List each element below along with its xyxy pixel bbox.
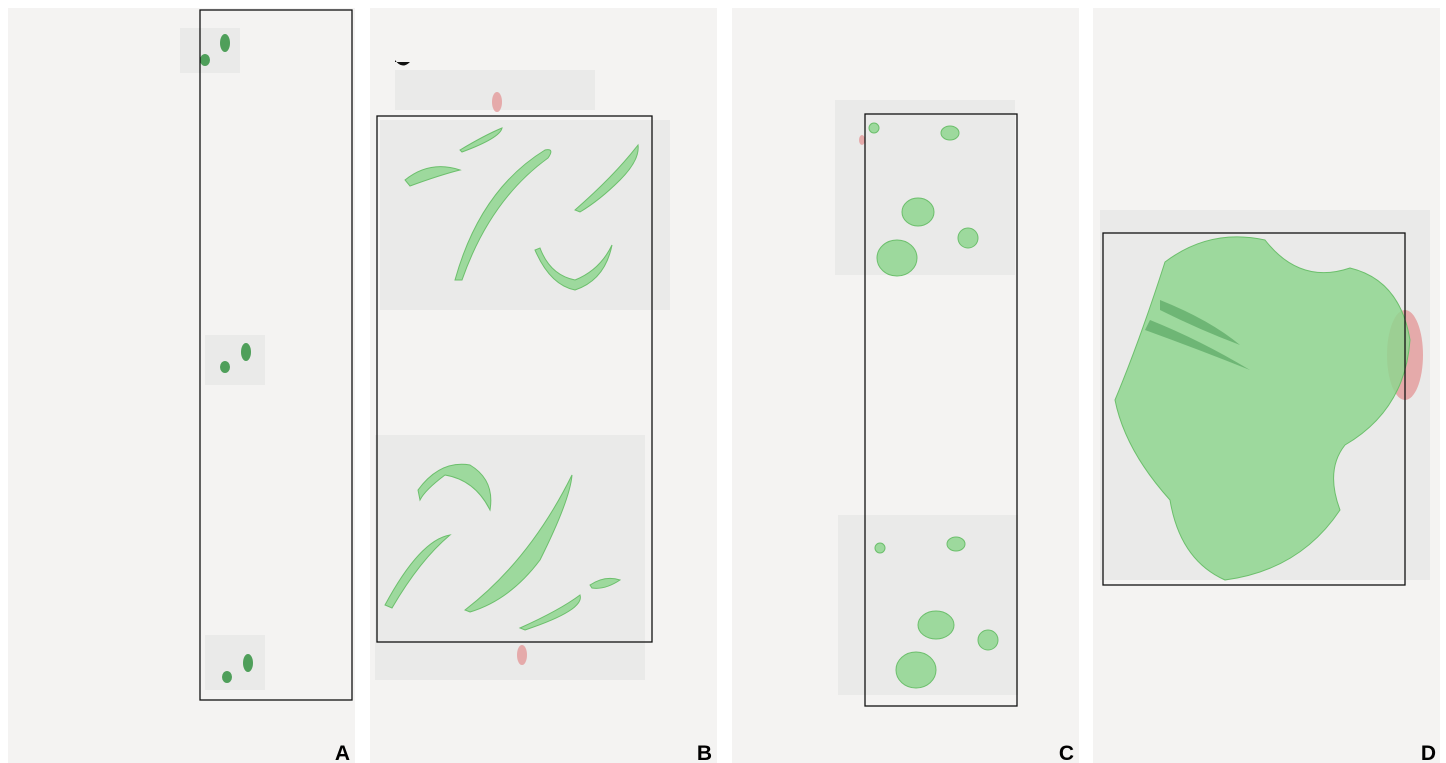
panel-c: C: [732, 8, 1079, 763]
slide-ghost: [375, 435, 645, 680]
tissue: [241, 343, 251, 361]
excluded-region: [492, 92, 502, 112]
tissue: [941, 126, 959, 140]
tissue: [918, 611, 954, 639]
panel-label: A: [335, 742, 350, 763]
panel-label: B: [697, 742, 712, 763]
slide-ghost: [205, 335, 265, 385]
excluded-region: [517, 645, 527, 665]
tissue: [222, 671, 232, 683]
tissue: [902, 198, 934, 226]
tissue: [220, 361, 230, 373]
tissue: [947, 537, 965, 551]
panel-background: [8, 8, 355, 763]
tissue: [877, 240, 917, 276]
tissue: [869, 123, 879, 133]
figure: A B C: [0, 0, 1446, 763]
tissue: [200, 54, 210, 66]
panel-label: D: [1421, 742, 1436, 763]
tissue: [896, 652, 936, 688]
slide-ghost: [180, 28, 240, 73]
excluded-region: [859, 135, 865, 145]
tissue: [958, 228, 978, 248]
panel-d: D: [1093, 8, 1440, 763]
tissue: [875, 543, 885, 553]
panel-a: A: [8, 8, 355, 763]
slide-ghost: [380, 120, 670, 310]
tissue: [243, 654, 253, 672]
panel-b: B: [370, 8, 717, 763]
tissue: [978, 630, 998, 650]
slide-ghost: [205, 635, 265, 690]
slide-ghost: [835, 100, 1015, 275]
tissue: [220, 34, 230, 52]
panel-label: C: [1059, 742, 1074, 763]
